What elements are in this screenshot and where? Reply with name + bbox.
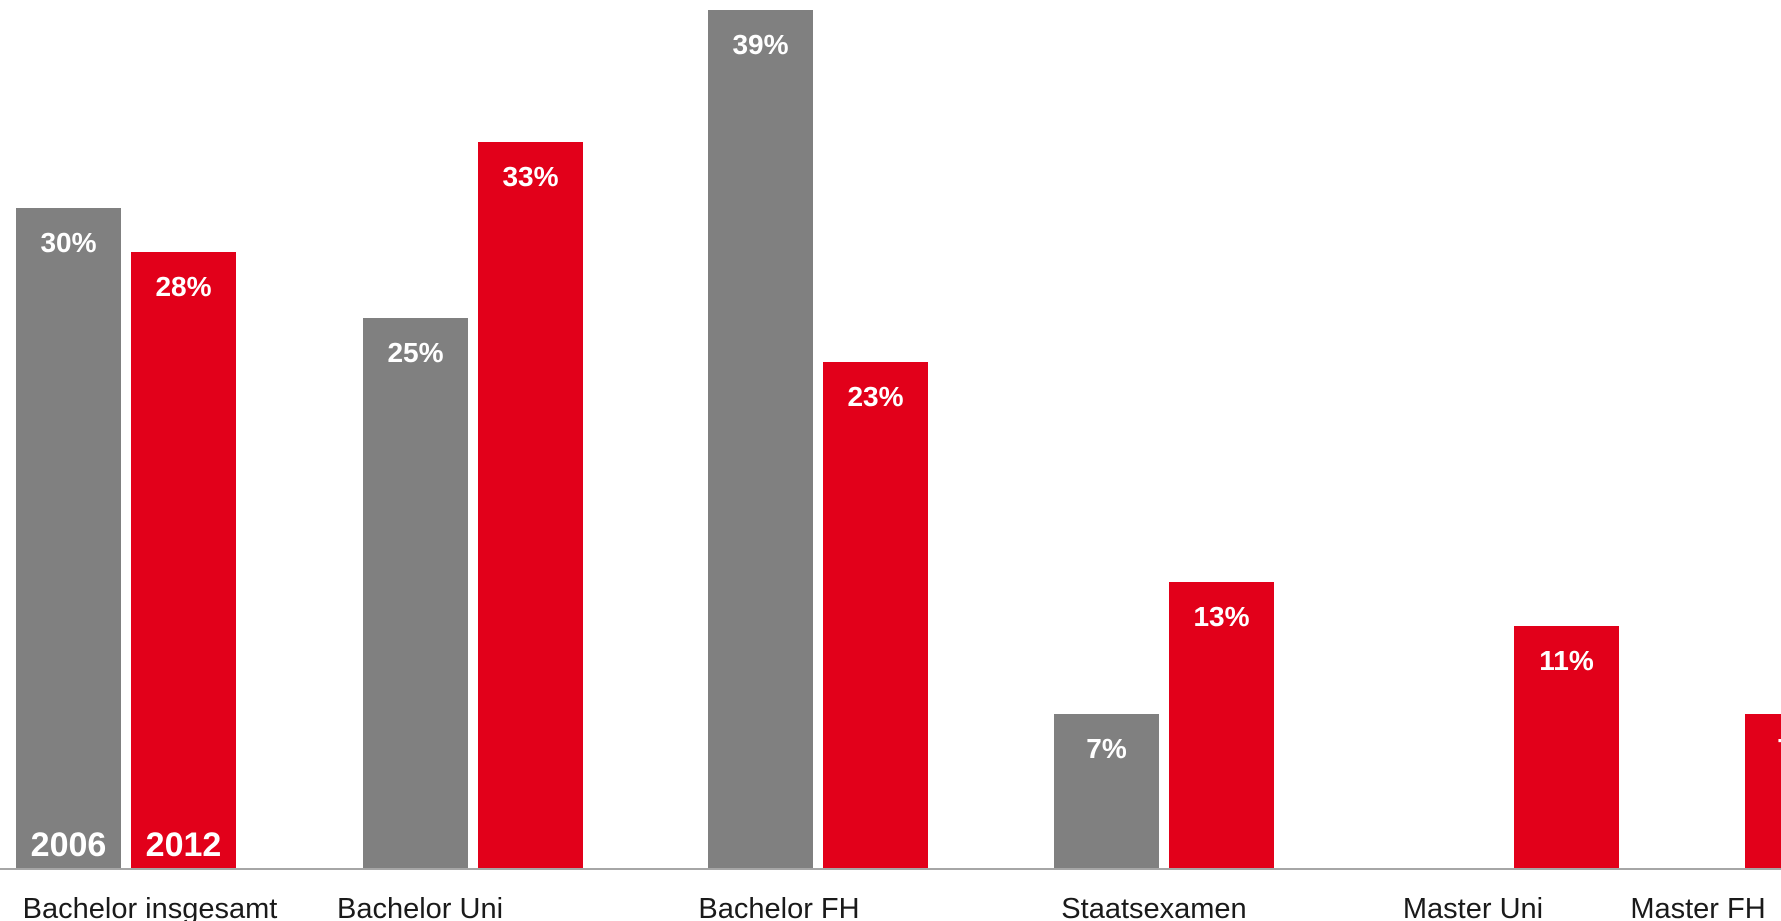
data-label-2012-1: 33% xyxy=(502,161,558,192)
bar-2006-0 xyxy=(16,208,121,868)
series-name-2012: 2012 xyxy=(146,826,222,864)
category-label-1: Bachelor Uni xyxy=(337,893,503,921)
bar-2012-4 xyxy=(1514,626,1619,868)
data-label-2012-2: 23% xyxy=(847,381,903,412)
data-label-2012-4: 11% xyxy=(1539,645,1594,676)
category-label-0: Bachelor insgesamt xyxy=(23,893,278,921)
bar-2012-3 xyxy=(1169,582,1274,868)
category-label-2: Bachelor FH xyxy=(698,893,859,921)
category-label-3: Staatsexamen xyxy=(1061,893,1246,921)
category-label-4: Master Uni xyxy=(1403,893,1543,921)
bars-group: 30% 2006 28% 2012 25% 33% 39% 23% 7% 13% 11% 7% xyxy=(16,10,1781,868)
data-label-2012-3: 13% xyxy=(1193,601,1249,632)
category-labels-group: Bachelor insgesamt Bachelor Uni Bachelor F… xyxy=(23,893,1766,921)
data-label-2006-1: 25% xyxy=(387,337,443,368)
data-label-2012-5: 7% xyxy=(1777,733,1781,764)
bar-2012-0 xyxy=(131,252,236,868)
bar-2012-2 xyxy=(823,362,928,868)
bar-2012-5 xyxy=(1745,714,1781,868)
bar-2006-2 xyxy=(708,10,813,868)
bar-2012-1 xyxy=(478,142,583,868)
category-label-5: Master FH xyxy=(1630,893,1765,921)
data-label-2012-0: 28% xyxy=(155,271,211,302)
data-label-2006-0: 30% xyxy=(40,227,96,258)
data-label-2006-3: 7% xyxy=(1086,733,1127,764)
bar-2006-1 xyxy=(363,318,468,868)
data-label-2006-2: 39% xyxy=(732,29,788,60)
bar-2006-3 xyxy=(1054,714,1159,868)
series-name-2006: 2006 xyxy=(31,826,107,864)
